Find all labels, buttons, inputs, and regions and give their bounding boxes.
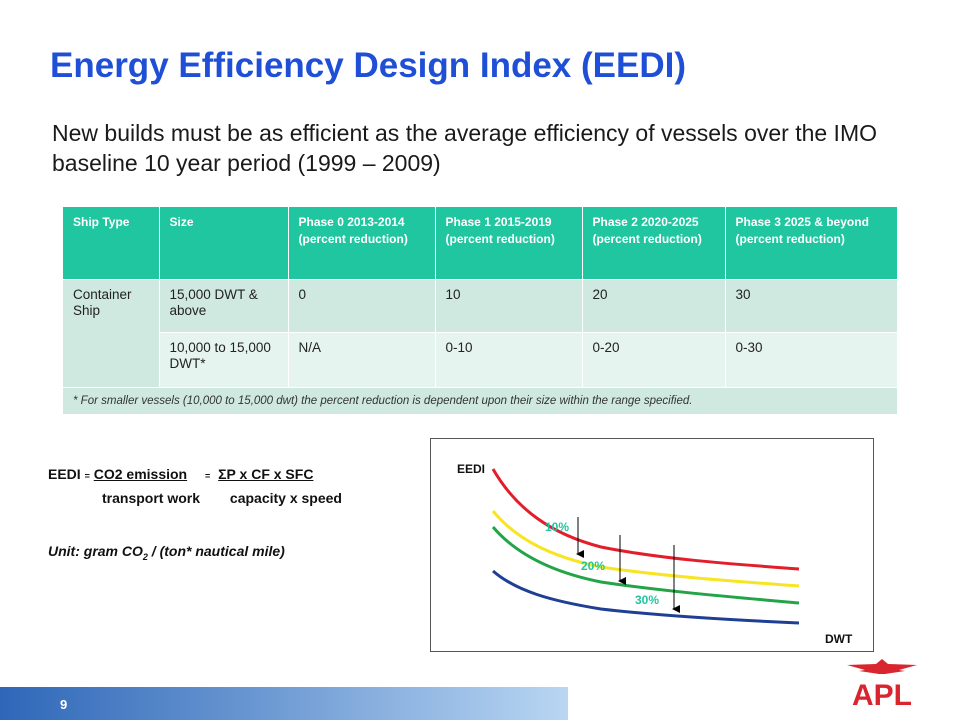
formula-denominator-2: capacity x speed xyxy=(229,490,342,506)
cell-phase-2: 20 xyxy=(582,279,726,333)
eedi-reduction-table: Ship Type Size Phase 0 2013-2014 (percen… xyxy=(63,207,898,414)
cell-phase-2: 0-20 xyxy=(582,332,726,388)
cell-size: 10,000 to 15,000 DWT* xyxy=(159,332,289,388)
table-row: 10,000 to 15,000 DWT* N/A 0-10 0-20 0-30 xyxy=(63,332,898,388)
x-axis-label: DWT xyxy=(825,632,853,646)
y-axis-label: EEDI xyxy=(457,462,485,476)
page-number: 9 xyxy=(60,697,68,712)
phase3-curve-blue xyxy=(492,569,800,625)
reduction-label-30: 30% xyxy=(635,593,659,607)
cell-phase-1: 0-10 xyxy=(435,332,583,388)
baseline-curve-red xyxy=(491,468,800,571)
cell-phase-3: 0-30 xyxy=(725,332,898,388)
header-size: Size xyxy=(159,207,289,280)
header-phase-3: Phase 3 2025 & beyond (percent reduction… xyxy=(725,207,898,280)
unit-suffix: / (ton* nautical mile) xyxy=(147,543,285,559)
unit-subscript: 2 xyxy=(142,551,148,562)
table-note-row: * For smaller vessels (10,000 to 15,000 … xyxy=(63,387,898,414)
cell-phase-1: 10 xyxy=(435,279,583,333)
formula-denominator-1: transport work xyxy=(102,490,201,506)
apl-logo: APL xyxy=(843,655,921,714)
formula-numerator-2: ΣP x CF x SFC xyxy=(218,466,314,482)
cell-ship-type: Container Ship xyxy=(63,279,160,388)
slide-subtitle: New builds must be as efficient as the a… xyxy=(52,120,878,176)
reduction-label-10: 10% xyxy=(545,520,569,534)
formula-equals-2: = xyxy=(205,471,211,481)
footer-bar xyxy=(0,687,568,720)
header-phase-0: Phase 0 2013-2014 (percent reduction) xyxy=(288,207,436,280)
cell-phase-0: N/A xyxy=(288,332,436,388)
reduction-label-20: 20% xyxy=(581,559,605,573)
eedi-reduction-diagram: EEDI DWT 10% 20% 30% xyxy=(430,438,874,652)
eedi-curves-svg: EEDI DWT 10% 20% 30% xyxy=(457,462,853,646)
cell-size: 15,000 DWT & above xyxy=(159,279,289,333)
slide-title: Energy Efficiency Design Index (EEDI) xyxy=(50,46,686,85)
unit-label: Unit: gram CO2 / (ton* nautical mile) xyxy=(48,543,285,562)
apl-eagle-icon: APL xyxy=(847,659,917,712)
phase1-curve-yellow xyxy=(491,510,800,588)
table-header-row: Ship Type Size Phase 0 2013-2014 (percen… xyxy=(63,207,898,280)
formula-numerator-line: EEDI = CO2 emission = ΣP x CF x SFC xyxy=(48,466,313,482)
phase2-curve-green xyxy=(491,526,800,605)
header-phase-1: Phase 1 2015-2019 (percent reduction) xyxy=(435,207,583,280)
unit-prefix: Unit: gram CO xyxy=(48,543,143,559)
table-footnote: * For smaller vessels (10,000 to 15,000 … xyxy=(63,387,898,414)
apl-logo-text: APL xyxy=(852,679,912,709)
formula-lhs: EEDI xyxy=(48,466,81,482)
cell-phase-0: 0 xyxy=(288,279,436,333)
table-row: Container Ship 15,000 DWT & above 0 10 2… xyxy=(63,279,898,388)
formula-equals-1: = xyxy=(84,471,90,481)
cell-phase-3: 30 xyxy=(725,279,898,333)
header-ship-type: Ship Type xyxy=(63,207,160,280)
formula-numerator-1: CO2 emission xyxy=(93,466,188,482)
formula-denominator-line: transport work capacity x speed xyxy=(102,490,342,506)
header-phase-2: Phase 2 2020-2025 (percent reduction) xyxy=(582,207,726,280)
